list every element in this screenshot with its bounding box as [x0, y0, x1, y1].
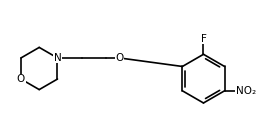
Text: N: N	[54, 53, 61, 63]
Text: O: O	[17, 74, 25, 84]
Text: O: O	[116, 53, 124, 63]
Text: NO₂: NO₂	[236, 86, 256, 96]
Text: F: F	[201, 34, 206, 44]
